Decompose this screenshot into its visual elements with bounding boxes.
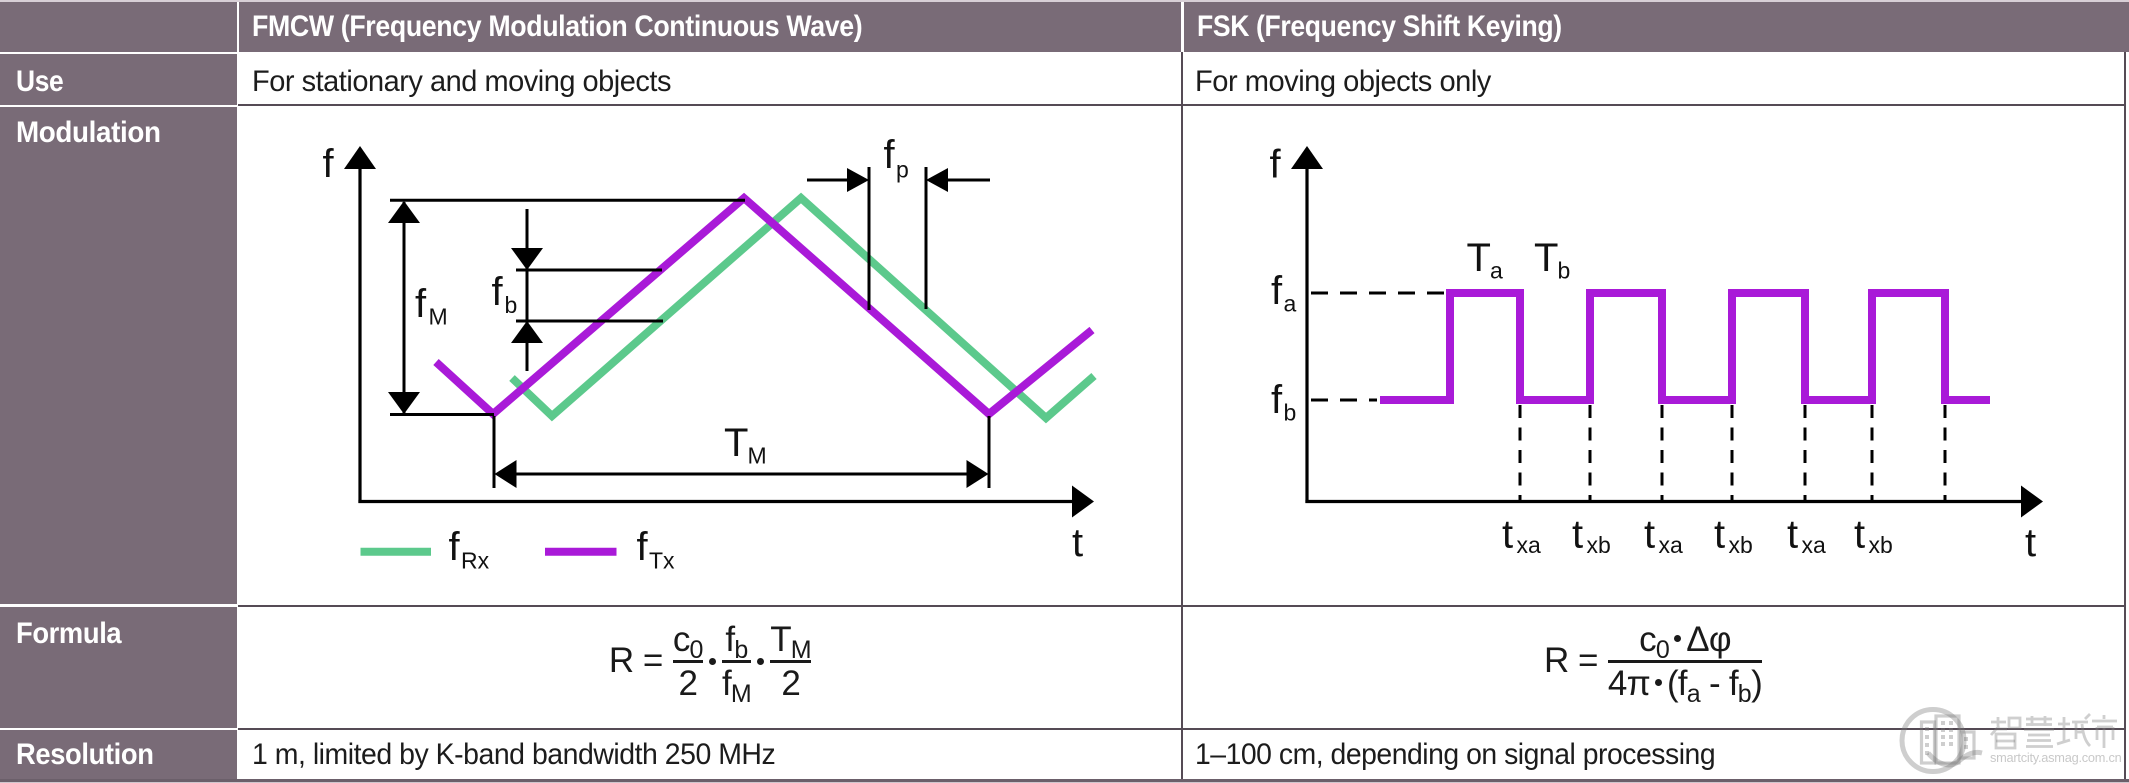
svg-text:f: f (884, 133, 896, 177)
svg-text:b: b (1558, 258, 1571, 284)
svg-text:xb: xb (1729, 532, 1753, 558)
svg-text:xa: xa (1659, 532, 1684, 558)
svg-text:f: f (1271, 378, 1283, 422)
svg-text:f: f (1270, 143, 1282, 187)
svg-text:f: f (415, 282, 427, 326)
svg-text:f: f (323, 142, 335, 186)
svg-text:xb: xb (1869, 532, 1893, 558)
svg-text:f: f (492, 270, 504, 314)
svg-text:T: T (724, 421, 748, 465)
svg-text:T: T (1534, 236, 1558, 280)
svg-text:t: t (1714, 513, 1725, 557)
svg-text:f: f (1271, 269, 1283, 313)
svg-text:xa: xa (1802, 532, 1827, 558)
svg-text:f: f (449, 525, 461, 569)
svg-text:Rx: Rx (461, 548, 490, 574)
svg-text:t: t (1854, 513, 1865, 557)
svg-text:M: M (429, 304, 448, 330)
svg-text:T: T (1467, 236, 1491, 280)
svg-text:p: p (896, 157, 909, 183)
svg-text:t: t (1572, 513, 1583, 557)
svg-text:t: t (1787, 513, 1798, 557)
svg-text:t: t (1072, 521, 1083, 565)
svg-text:xb: xb (1587, 532, 1611, 558)
svg-text:b: b (505, 292, 518, 318)
svg-text:t: t (1502, 513, 1513, 557)
svg-text:b: b (1284, 400, 1297, 426)
svg-text:M: M (748, 443, 767, 469)
svg-text:f: f (637, 525, 649, 569)
svg-text:a: a (1284, 291, 1297, 317)
svg-text:a: a (1490, 258, 1503, 284)
svg-text:t: t (2025, 521, 2036, 565)
svg-text:Tx: Tx (649, 548, 675, 574)
svg-text:xa: xa (1517, 532, 1542, 558)
svg-text:t: t (1644, 513, 1655, 557)
